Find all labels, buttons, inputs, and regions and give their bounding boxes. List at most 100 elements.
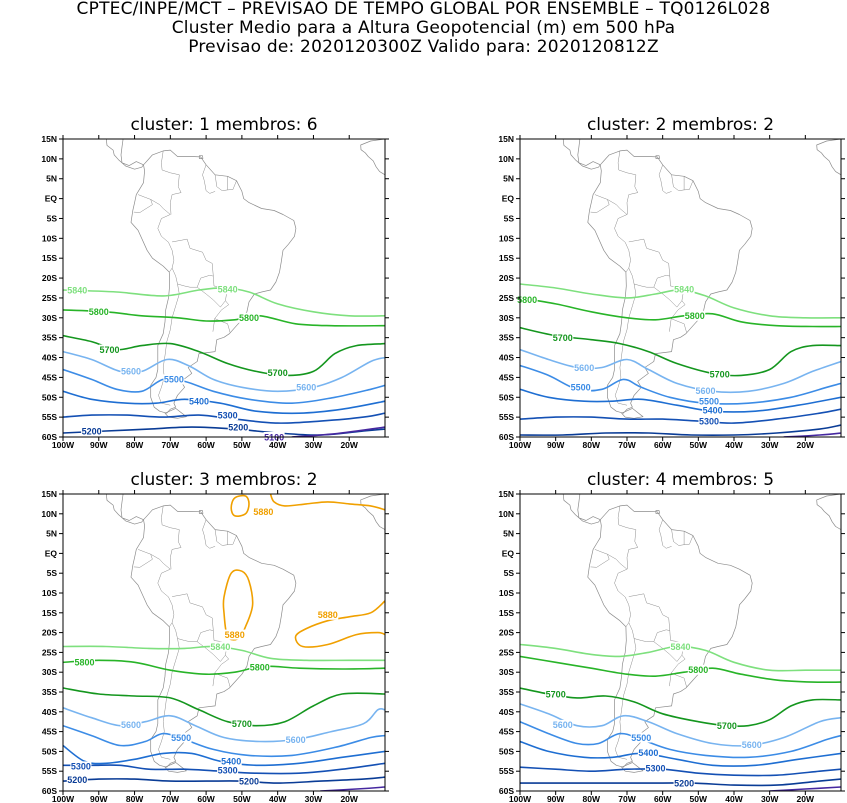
panel-title: cluster: 3 membros: 2: [130, 470, 317, 490]
country-border: [658, 519, 672, 549]
contour-label-bg: [120, 366, 142, 377]
africa-coastline: [360, 494, 385, 530]
lat-label: 60S: [499, 786, 514, 796]
contour-label: 5800: [688, 665, 708, 675]
country-border: [214, 529, 228, 546]
country-border: [617, 150, 638, 215]
panel-membros-number: 2: [763, 115, 774, 135]
country-border: [214, 318, 231, 333]
lat-label: 10N: [498, 154, 514, 164]
contour-label-bg: [227, 422, 249, 433]
country-border: [628, 238, 671, 277]
contour-5800: [520, 655, 841, 684]
contour-5500: [63, 724, 385, 758]
contour-label: 5800: [239, 313, 259, 323]
lon-label: 80W: [583, 794, 601, 803]
contour-label: 5840: [210, 642, 230, 652]
contour-label-bg: [552, 719, 574, 730]
contour-label-bg: [81, 426, 103, 436]
lat-label: 5N: [46, 529, 57, 539]
lat-label: 60S: [499, 432, 514, 442]
country-border: [212, 655, 229, 687]
africa-coastline: [816, 139, 841, 176]
lat-label: 15S: [499, 253, 514, 263]
contour-lines: [520, 283, 841, 437]
lon-label: 70W: [618, 794, 636, 803]
contour-label-bg: [695, 385, 716, 396]
lat-label: 50S: [42, 392, 57, 402]
lat-label: 35S: [42, 333, 57, 343]
map-panel-2: cluster: 2 membros: 2 5840 5800 5800 5700 570…: [498, 115, 845, 450]
country-border: [590, 549, 610, 568]
south-america-coastline: [130, 504, 297, 768]
lat-label: 30S: [42, 667, 57, 677]
lon-label: 50W: [233, 440, 251, 450]
lat-label: 10S: [499, 588, 514, 598]
map-geography: [105, 494, 385, 773]
lat-label: 55S: [499, 766, 514, 776]
country-border: [172, 238, 214, 277]
contour-label: 5700: [99, 345, 119, 355]
lon-label: 50W: [690, 440, 708, 450]
contour-label-bg: [163, 374, 185, 385]
country-border: [133, 549, 153, 568]
lat-label: 10S: [42, 233, 57, 243]
caribbean-island: [655, 155, 660, 159]
lon-label: 50W: [690, 794, 708, 803]
contour-5200: [520, 424, 841, 437]
contour-label: 5800: [685, 311, 705, 321]
lat-label: EQ: [502, 194, 515, 204]
panel-title: cluster: 2 membros: 2: [587, 115, 774, 135]
caribbean-island: [198, 155, 204, 159]
lat-label: 5N: [503, 529, 514, 539]
contour-label-bg: [687, 664, 709, 675]
contour-5100: [768, 786, 841, 791]
contour-label-bg: [88, 306, 110, 317]
contour-label: 5400: [638, 748, 658, 758]
contour-5600: [63, 350, 385, 393]
contour-label-bg: [285, 734, 307, 745]
lon-label: 30W: [761, 794, 779, 803]
contour-5800: [63, 309, 385, 327]
contour-label-bg: [741, 739, 763, 750]
country-border: [158, 638, 180, 760]
lon-label: 40W: [725, 794, 743, 803]
contour-5600: [63, 707, 385, 743]
contour-label-bg: [209, 641, 231, 652]
contour-label: 5840: [67, 285, 87, 295]
panel-membros-label: membros:: [672, 115, 758, 135]
contour-label: 5700: [268, 368, 288, 378]
contour-label: 5600: [121, 367, 141, 377]
panel-title: cluster: 1 membros: 6: [130, 115, 317, 135]
lon-label: 40W: [269, 440, 287, 450]
contour-label: 5800: [74, 658, 94, 668]
country-border: [684, 535, 694, 545]
contour-5300: [520, 766, 841, 777]
contour-label-bg: [516, 294, 538, 305]
contour-label-bg: [709, 369, 731, 380]
country-border: [607, 553, 631, 627]
contour-label: 5500: [699, 397, 719, 407]
contour-label-bg: [188, 396, 210, 407]
contour-label-bg: [170, 732, 192, 743]
contour-label-bg: [570, 382, 592, 393]
country-border: [214, 174, 228, 191]
lon-label: 90W: [547, 440, 565, 450]
panel-membros-label: membros:: [215, 115, 301, 135]
contour-5880: [222, 569, 254, 641]
tierra-del-fuego-coastline: [621, 408, 644, 419]
country-border: [658, 164, 672, 194]
contour-label: 5800: [517, 295, 537, 305]
lon-label: 20W: [340, 794, 358, 803]
lat-label: 45S: [499, 372, 514, 382]
country-border: [227, 180, 237, 191]
contour-label-bg: [217, 765, 239, 776]
lon-label: 20W: [797, 794, 815, 803]
lon-label: 60W: [197, 440, 215, 450]
lon-label: 100W: [52, 794, 75, 803]
contour-label: 5600: [553, 720, 573, 730]
contour-5100: [319, 786, 385, 791]
lat-label: 30S: [499, 313, 514, 323]
contour-label: 5600: [286, 735, 306, 745]
lon-label: 30W: [305, 440, 323, 450]
